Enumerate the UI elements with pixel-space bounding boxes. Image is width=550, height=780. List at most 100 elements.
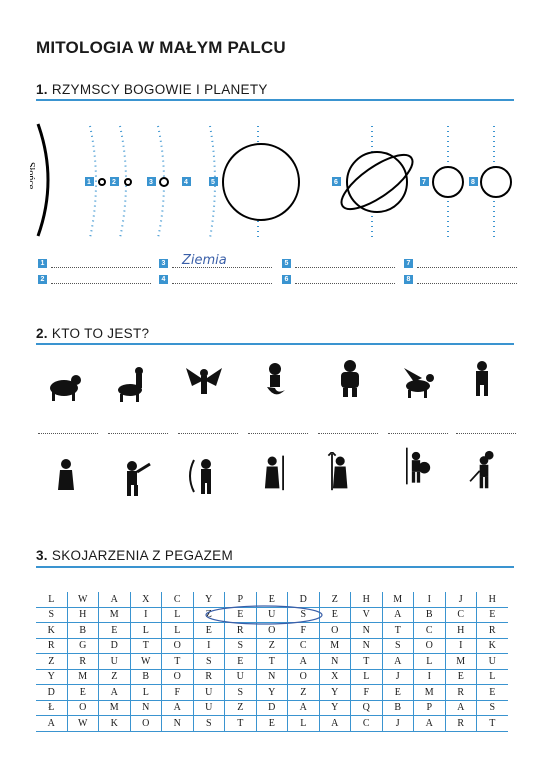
answer-6[interactable]: 6: [282, 275, 395, 284]
word-search-cell[interactable]: I: [192, 637, 225, 654]
word-search-cell[interactable]: W: [129, 653, 162, 670]
word-search-cell[interactable]: A: [287, 699, 320, 716]
word-search-cell[interactable]: K: [98, 715, 131, 732]
word-search-cell[interactable]: I: [413, 668, 446, 685]
answer-line[interactable]: [388, 432, 448, 434]
word-search-cell[interactable]: O: [161, 668, 194, 685]
word-search-cell[interactable]: L: [413, 653, 446, 670]
word-search-cell[interactable]: C: [350, 715, 383, 732]
answer-line[interactable]: [108, 432, 168, 434]
word-search-cell[interactable]: Y: [192, 592, 225, 608]
word-search-cell[interactable]: U: [192, 684, 225, 701]
word-search-cell[interactable]: T: [224, 715, 257, 732]
word-search-cell[interactable]: Y: [255, 684, 288, 701]
word-search-cell[interactable]: M: [444, 653, 477, 670]
word-search-cell[interactable]: O: [66, 699, 99, 716]
word-search-cell[interactable]: C: [287, 637, 320, 654]
word-search-cell[interactable]: A: [98, 592, 131, 608]
word-search-cell[interactable]: C: [161, 592, 194, 608]
word-search-cell[interactable]: J: [381, 715, 414, 732]
word-search-cell[interactable]: B: [413, 606, 446, 623]
word-search-cell[interactable]: M: [98, 606, 131, 623]
answer-1[interactable]: 1: [38, 259, 151, 268]
word-search-cell[interactable]: Q: [350, 699, 383, 716]
word-search-cell[interactable]: O: [287, 668, 320, 685]
word-search-cell[interactable]: A: [98, 684, 131, 701]
word-search-cell[interactable]: T: [350, 653, 383, 670]
word-search-cell[interactable]: Y: [36, 668, 68, 685]
word-search-cell[interactable]: E: [381, 684, 414, 701]
word-search-cell[interactable]: H: [444, 622, 477, 639]
word-search-cell[interactable]: D: [98, 637, 131, 654]
word-search-cell[interactable]: N: [129, 699, 162, 716]
word-search-cell[interactable]: R: [444, 684, 477, 701]
word-search-cell[interactable]: E: [476, 684, 508, 701]
word-search-cell[interactable]: L: [287, 715, 320, 732]
word-search-cell[interactable]: D: [255, 699, 288, 716]
word-search-cell[interactable]: Y: [318, 684, 351, 701]
word-search-cell[interactable]: O: [318, 622, 351, 639]
word-search-cell[interactable]: B: [66, 622, 99, 639]
word-search-cell[interactable]: I: [444, 637, 477, 654]
word-search-cell[interactable]: U: [192, 699, 225, 716]
word-search-cell[interactable]: U: [476, 653, 508, 670]
answer-line[interactable]: [38, 432, 98, 434]
answer-line[interactable]: [456, 432, 516, 434]
word-search-cell[interactable]: V: [350, 606, 383, 623]
word-search-cell[interactable]: N: [350, 637, 383, 654]
word-search-cell[interactable]: S: [287, 606, 320, 623]
word-search-cell[interactable]: Y: [318, 699, 351, 716]
word-search-cell[interactable]: E: [476, 606, 508, 623]
word-search-cell[interactable]: Z: [98, 668, 131, 685]
word-search-cell[interactable]: K: [36, 622, 68, 639]
word-search-cell[interactable]: S: [192, 653, 225, 670]
word-search-cell[interactable]: O: [413, 637, 446, 654]
word-search-cell[interactable]: M: [66, 668, 99, 685]
word-search-cell[interactable]: C: [413, 622, 446, 639]
word-search-cell[interactable]: L: [350, 668, 383, 685]
word-search-cell[interactable]: T: [476, 715, 508, 732]
word-search-cell[interactable]: I: [413, 592, 446, 608]
word-search-cell[interactable]: R: [192, 668, 225, 685]
word-search-cell[interactable]: F: [161, 684, 194, 701]
word-search-cell[interactable]: S: [192, 715, 225, 732]
word-search-cell[interactable]: A: [381, 653, 414, 670]
word-search-cell[interactable]: M: [381, 592, 414, 608]
word-search-cell[interactable]: Z: [255, 637, 288, 654]
word-search-cell[interactable]: M: [318, 637, 351, 654]
word-search-cell[interactable]: O: [129, 715, 162, 732]
answer-2[interactable]: 2: [38, 275, 151, 284]
word-search-cell[interactable]: S: [224, 637, 257, 654]
word-search-cell[interactable]: S: [224, 684, 257, 701]
word-search-cell[interactable]: W: [66, 592, 99, 608]
word-search-cell[interactable]: Z: [36, 653, 68, 670]
word-search-cell[interactable]: U: [255, 606, 288, 623]
word-search-cell[interactable]: N: [318, 653, 351, 670]
word-search-cell[interactable]: P: [413, 699, 446, 716]
answer-3[interactable]: 3: [159, 259, 272, 268]
word-search-cell[interactable]: J: [381, 668, 414, 685]
word-search-cell[interactable]: R: [476, 622, 508, 639]
word-search-cell[interactable]: L: [161, 622, 194, 639]
word-search-cell[interactable]: A: [381, 606, 414, 623]
word-search-cell[interactable]: U: [224, 668, 257, 685]
word-search-cell[interactable]: W: [66, 715, 99, 732]
word-search-cell[interactable]: N: [350, 622, 383, 639]
word-search-cell[interactable]: L: [476, 668, 508, 685]
word-search-cell[interactable]: T: [129, 637, 162, 654]
word-search-cell[interactable]: X: [129, 592, 162, 608]
word-search-cell[interactable]: L: [129, 684, 162, 701]
word-search-cell[interactable]: E: [224, 606, 257, 623]
word-search-cell[interactable]: J: [444, 592, 477, 608]
word-search-cell[interactable]: E: [192, 622, 225, 639]
word-search-cell[interactable]: M: [413, 684, 446, 701]
word-search-cell[interactable]: R: [36, 637, 68, 654]
word-search-cell[interactable]: E: [255, 592, 288, 608]
word-search-cell[interactable]: L: [161, 606, 194, 623]
word-search-cell[interactable]: G: [66, 637, 99, 654]
word-search-cell[interactable]: Z: [287, 684, 320, 701]
word-search-cell[interactable]: A: [36, 715, 68, 732]
word-search-cell[interactable]: E: [255, 715, 288, 732]
word-search-cell[interactable]: R: [224, 622, 257, 639]
